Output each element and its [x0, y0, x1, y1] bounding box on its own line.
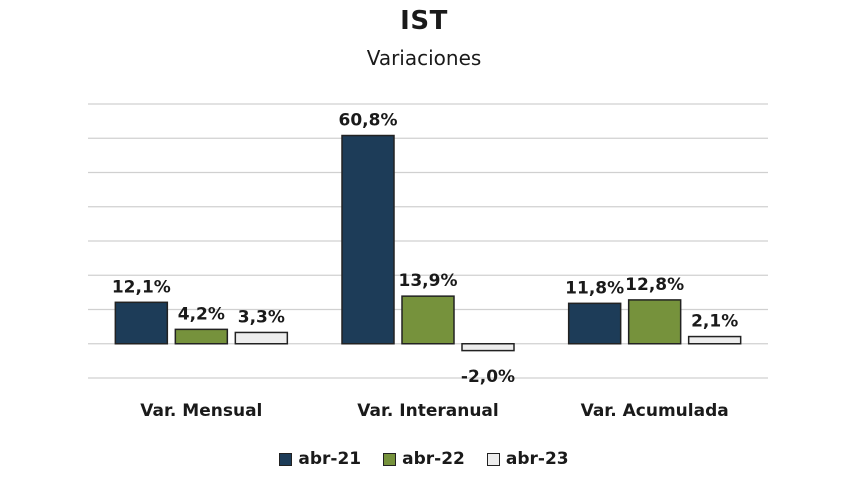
bar-abr-22-1 — [401, 295, 455, 345]
data-label: 60,8% — [339, 111, 398, 131]
legend-swatch — [383, 452, 397, 466]
legend: abr-21 abr-22 abr-23 — [0, 449, 848, 469]
data-label: 12,1% — [112, 277, 171, 297]
category-labels: Var. Mensual Var. Interanual Var. Acumulad… — [140, 401, 728, 421]
legend-swatch — [486, 452, 500, 466]
bar-abr-23-0 — [234, 331, 289, 345]
category-label: Var. Interanual — [357, 401, 498, 421]
data-label: 13,9% — [399, 271, 458, 291]
data-label: 2,1% — [691, 312, 738, 332]
data-label: 4,2% — [178, 304, 225, 324]
bar-abr-23-2 — [687, 335, 742, 345]
legend-swatch — [279, 452, 293, 466]
bar-abr-21-2 — [567, 302, 622, 345]
legend-label: abr-23 — [505, 449, 569, 469]
data-label: 11,8% — [565, 278, 624, 298]
data-label: 12,8% — [625, 275, 684, 295]
legend-item: abr-22 — [383, 449, 465, 469]
legend-label: abr-21 — [298, 449, 362, 469]
bar-abr-21-1 — [341, 134, 395, 345]
legend-item: abr-21 — [279, 449, 361, 469]
legend-item: abr-23 — [486, 449, 569, 469]
chart-subtitle: Variaciones — [366, 46, 482, 70]
bars — [114, 134, 742, 352]
bar-abr-21-0 — [114, 301, 169, 345]
data-label: 3,3% — [238, 307, 285, 327]
bar-abr-22-0 — [174, 328, 229, 345]
category-label: Var. Mensual — [140, 401, 262, 421]
data-labels: 12,1% 4,2% 3,3% 60,8% 13,9% -2,0% 11,8% 12,8% 2,… — [112, 111, 738, 387]
chart-title: IST — [400, 6, 448, 36]
bar-abr-22-2 — [627, 299, 682, 345]
category-label: Var. Acumulada — [581, 401, 729, 421]
bar-abr-23-1 — [461, 343, 515, 352]
legend-label: abr-22 — [402, 449, 465, 469]
data-label: -2,0% — [461, 367, 515, 387]
